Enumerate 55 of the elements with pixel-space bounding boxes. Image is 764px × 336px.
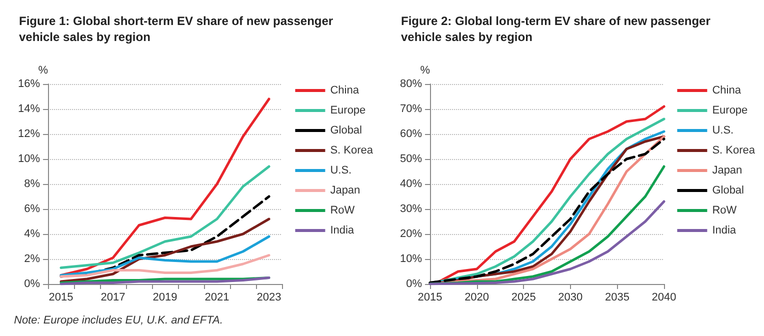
legend-label: Global <box>330 124 362 136</box>
y-tick-label: 80% <box>400 78 422 90</box>
chart-title: Figure 2: Global long-term EV share of new passenger vehicle sales by region <box>401 14 714 44</box>
legend-label: China <box>712 84 742 96</box>
legend-label: Europe <box>330 104 366 116</box>
legend-label: U.S. <box>712 124 734 136</box>
line-series <box>60 235 270 276</box>
line-series <box>60 254 270 278</box>
legend-label: India <box>712 224 737 236</box>
legend-label: RoW <box>712 204 738 216</box>
x-tick-label: 2015 <box>418 292 442 304</box>
y-tick-label: 20% <box>400 228 422 240</box>
x-tick-label: 2040 <box>652 292 676 304</box>
x-tick-label: 2025 <box>511 292 536 304</box>
y-tick-label: 4% <box>24 228 40 240</box>
y-axis-title: % <box>38 64 48 76</box>
y-tick-label: 40% <box>400 178 422 190</box>
x-tick-label: 2035 <box>604 292 630 304</box>
y-tick-label: 70% <box>400 103 422 115</box>
y-tick-label: 16% <box>18 78 40 90</box>
chart-title: Figure 1: Global short-term EV share of new passenger vehicle sales by region <box>19 14 336 44</box>
y-tick-label: 0% <box>406 278 422 290</box>
legend-label: Global <box>712 184 744 196</box>
x-tick-label: 2023 <box>256 292 282 304</box>
y-tick-label: 30% <box>400 203 422 215</box>
x-tick-label: 2021 <box>204 292 230 304</box>
line-series <box>60 98 270 276</box>
x-tick-label: 2015 <box>48 292 74 304</box>
legend-label: Japan <box>712 164 742 176</box>
legend-label: S. Korea <box>712 144 756 156</box>
y-tick-label: 2% <box>24 253 40 265</box>
y-tick-label: 0% <box>24 278 40 290</box>
legend-label: Japan <box>330 184 360 196</box>
y-tick-label: 12% <box>18 128 40 140</box>
x-tick-label: 2017 <box>100 292 126 304</box>
legend-label: U.S. <box>330 164 352 176</box>
legend-label: S. Korea <box>330 144 374 156</box>
y-tick-label: 6% <box>24 203 40 215</box>
legend-label: RoW <box>330 204 356 216</box>
y-tick-label: 10% <box>400 253 422 265</box>
y-axis-title: % <box>420 64 430 76</box>
x-tick-label: 2019 <box>152 292 178 304</box>
line-series <box>60 165 270 269</box>
y-tick-label: 10% <box>18 153 40 165</box>
x-tick-label: 2020 <box>464 292 490 304</box>
y-tick-label: 14% <box>18 103 40 115</box>
legend-label: India <box>330 224 355 236</box>
legend-label: Europe <box>712 104 748 116</box>
line-series <box>60 218 270 283</box>
x-tick-label: 2030 <box>558 292 583 304</box>
text: Note: Europe includes EU, U.K. and EFTA. <box>14 314 223 326</box>
legend-label: China <box>330 84 360 96</box>
y-tick-label: 60% <box>400 128 422 140</box>
y-tick-label: 8% <box>24 178 40 190</box>
y-tick-label: 50% <box>400 153 422 165</box>
